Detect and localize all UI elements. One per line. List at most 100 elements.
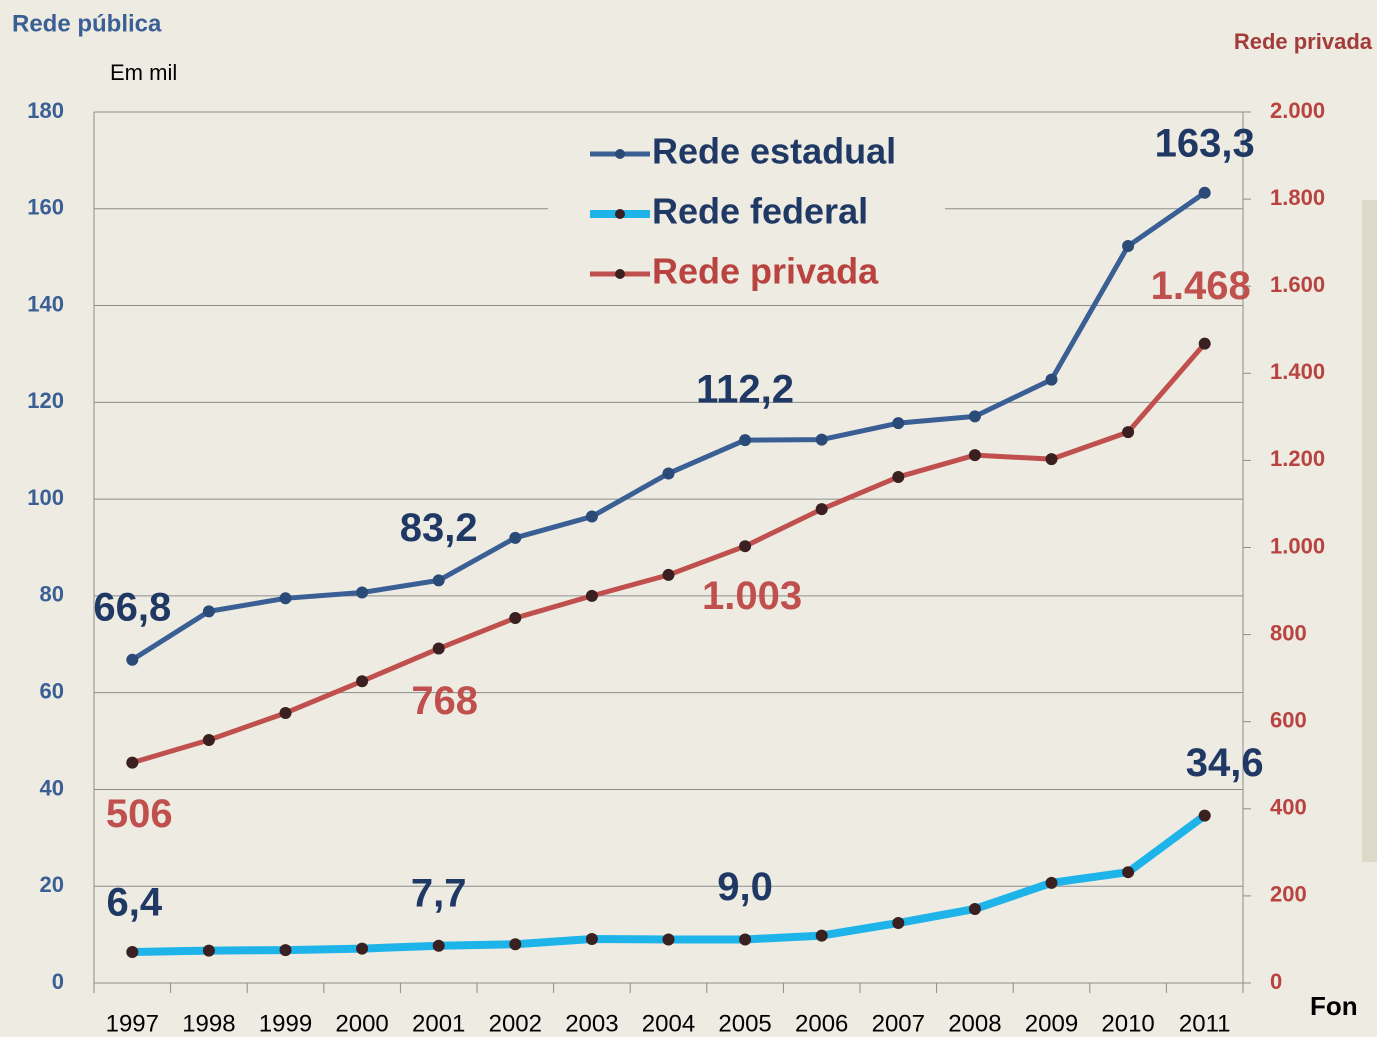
- x-tick-label: 2008: [948, 1010, 1001, 1037]
- x-tick-label: 2011: [1179, 1010, 1231, 1037]
- data-point: [892, 417, 905, 430]
- y-tick-label: 140: [27, 291, 64, 316]
- data-point: [432, 939, 445, 952]
- data-point: [892, 916, 905, 929]
- data-point: [1045, 453, 1058, 466]
- data-point: [892, 470, 905, 483]
- x-tick-label: 2002: [489, 1010, 542, 1037]
- y-tick-label: 0: [52, 969, 64, 994]
- data-label: 83,2: [400, 506, 478, 550]
- data-label: 7,7: [411, 871, 467, 915]
- y2-tick-label: 800: [1270, 620, 1307, 645]
- y2-tick-label: 2.000: [1270, 98, 1325, 123]
- data-point: [432, 574, 445, 587]
- data-label: 34,6: [1186, 741, 1264, 785]
- y-tick-label: 60: [40, 678, 64, 703]
- data-point: [509, 938, 522, 951]
- data-label: 163,3: [1155, 121, 1255, 165]
- data-label: 506: [106, 792, 173, 836]
- legend-label: Rede privada: [652, 251, 879, 292]
- y2-axis-label: Rede privada: [1234, 29, 1373, 54]
- data-point: [585, 589, 598, 602]
- x-tick-label: 2006: [795, 1010, 848, 1037]
- data-point: [126, 756, 139, 769]
- data-point: [739, 434, 752, 447]
- x-tick-label: 1999: [259, 1010, 312, 1037]
- data-label: 6,4: [106, 881, 162, 925]
- data-point: [1122, 240, 1135, 253]
- legend-marker: [615, 269, 625, 279]
- x-tick-label: 2004: [642, 1010, 695, 1037]
- data-point: [356, 675, 369, 688]
- side-panel: [1362, 200, 1377, 862]
- y2-tick-label: 1.600: [1270, 272, 1325, 297]
- data-point: [968, 449, 981, 462]
- data-point: [815, 503, 828, 516]
- legend-label: Rede estadual: [652, 131, 896, 172]
- data-label: 1.003: [702, 574, 802, 618]
- data-point: [1122, 426, 1135, 439]
- data-point: [202, 605, 215, 618]
- y2-tick-label: 1.800: [1270, 185, 1325, 210]
- data-point: [585, 932, 598, 945]
- y2-tick-label: 1.400: [1270, 359, 1325, 384]
- legend-marker: [615, 209, 625, 219]
- legend-marker: [615, 149, 625, 159]
- source-note: Fon: [1310, 991, 1358, 1021]
- y2-tick-label: 400: [1270, 795, 1307, 820]
- x-tick-label: 1997: [106, 1010, 159, 1037]
- data-point: [202, 944, 215, 957]
- data-point: [968, 902, 981, 915]
- data-point: [815, 433, 828, 446]
- data-point: [279, 706, 292, 719]
- x-tick-label: 2005: [718, 1010, 771, 1037]
- y-tick-label: 180: [27, 98, 64, 123]
- data-point: [1045, 876, 1058, 889]
- data-point: [509, 531, 522, 544]
- data-point: [1198, 186, 1211, 199]
- unit-note: Em mil: [110, 60, 177, 85]
- y-tick-label: 100: [27, 485, 64, 510]
- data-label: 66,8: [93, 585, 171, 629]
- legend-label: Rede federal: [652, 191, 868, 232]
- data-label: 768: [411, 679, 478, 723]
- data-point: [585, 510, 598, 523]
- data-point: [1198, 337, 1211, 350]
- data-point: [662, 933, 675, 946]
- y2-tick-label: 1.200: [1270, 446, 1325, 471]
- data-point: [356, 942, 369, 955]
- y-tick-label: 20: [40, 872, 64, 897]
- data-point: [1122, 866, 1135, 879]
- data-label: 112,2: [696, 368, 794, 412]
- data-point: [509, 612, 522, 625]
- y-tick-label: 80: [40, 582, 64, 607]
- data-label: 9,0: [717, 865, 773, 909]
- y-tick-label: 120: [27, 388, 64, 413]
- x-tick-label: 2010: [1101, 1010, 1154, 1037]
- x-tick-label: 2001: [412, 1010, 465, 1037]
- y-tick-label: 40: [40, 775, 64, 800]
- data-point: [662, 467, 675, 480]
- data-point: [739, 933, 752, 946]
- data-point: [202, 733, 215, 746]
- data-point: [815, 929, 828, 942]
- y-axis-label: Rede pública: [12, 10, 162, 37]
- x-tick-label: 1998: [182, 1010, 235, 1037]
- data-point: [432, 642, 445, 655]
- data-point: [1045, 373, 1058, 386]
- x-tick-label: 2007: [872, 1010, 925, 1037]
- data-point: [126, 946, 139, 959]
- x-tick-label: 2003: [565, 1010, 618, 1037]
- data-label: 1.468: [1151, 264, 1251, 308]
- y2-tick-label: 1.000: [1270, 533, 1325, 558]
- y-tick-label: 160: [27, 195, 64, 220]
- data-point: [662, 568, 675, 581]
- data-point: [126, 653, 139, 666]
- y2-tick-label: 600: [1270, 708, 1307, 733]
- data-point: [739, 540, 752, 553]
- x-tick-label: 2009: [1025, 1010, 1078, 1037]
- data-point: [968, 410, 981, 423]
- x-tick-label: 2000: [335, 1010, 388, 1037]
- data-point: [356, 586, 369, 599]
